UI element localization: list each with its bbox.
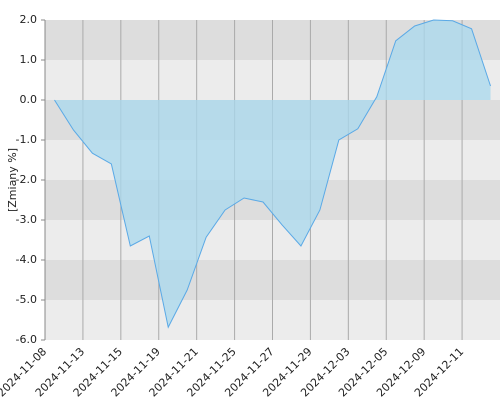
y-tick-label: 0.0: [20, 93, 38, 106]
y-tick-label: -1.0: [16, 133, 37, 146]
y-tick-label: -6.0: [16, 333, 37, 346]
y-tick-label: -3.0: [16, 213, 37, 226]
y-tick-label: 1.0: [20, 53, 38, 66]
area-line: [54, 19, 491, 329]
y-axis-label: [Zmiany %]: [6, 148, 19, 212]
y-tick-label: -2.0: [16, 173, 37, 186]
y-tick-label: -5.0: [16, 293, 37, 306]
area-fill: [54, 20, 491, 328]
y-tick-label: 2.0: [20, 13, 38, 26]
y-tick-label: -4.0: [16, 253, 37, 266]
